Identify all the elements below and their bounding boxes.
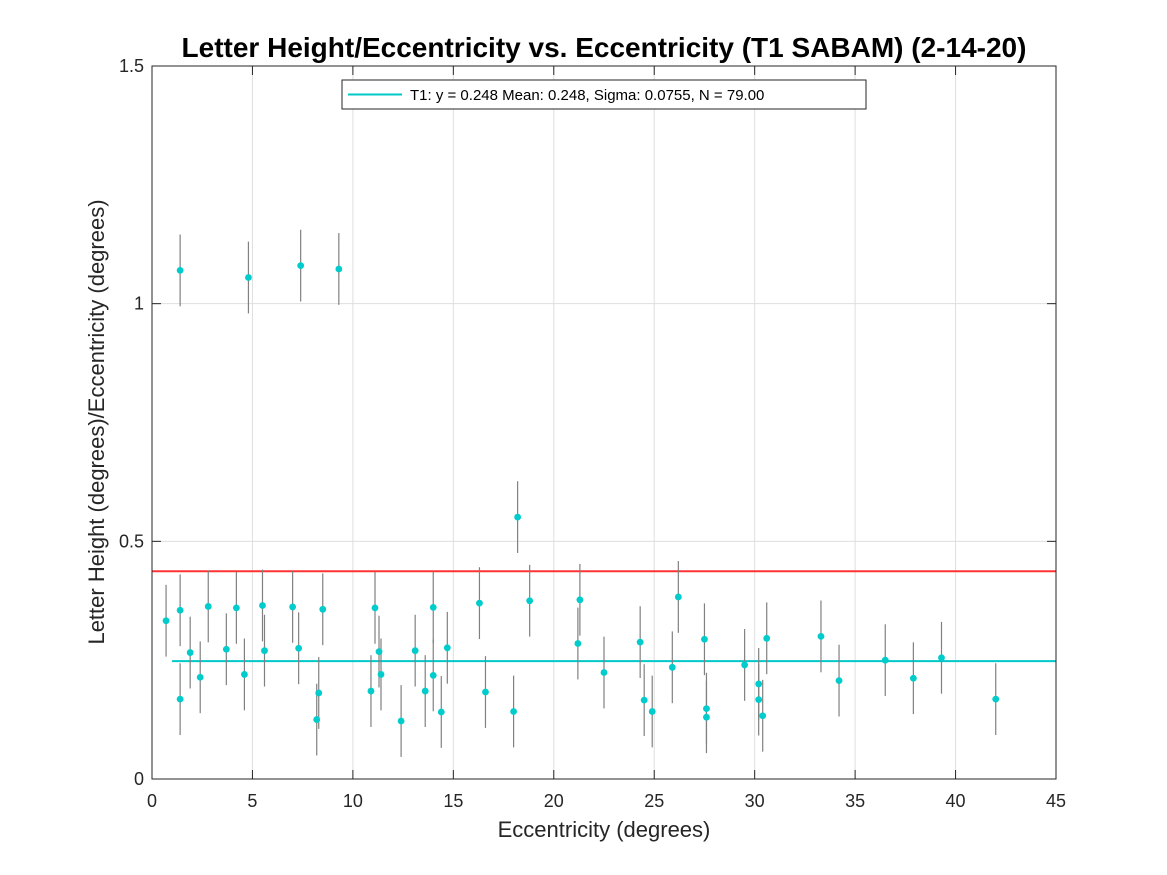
data-point <box>367 687 375 695</box>
data-point <box>674 593 682 601</box>
data-point <box>162 617 170 625</box>
data-point <box>755 680 763 688</box>
x-tick-label: 45 <box>1046 791 1066 811</box>
data-point <box>938 654 945 662</box>
data-point <box>176 266 184 274</box>
data-point <box>222 645 230 653</box>
data-point <box>817 633 825 640</box>
data-points <box>162 262 1000 725</box>
data-point <box>371 604 379 612</box>
reference-lines <box>152 570 1056 663</box>
data-point <box>261 647 268 655</box>
data-point <box>319 605 327 613</box>
legend: T1: y = 0.248 Mean: 0.248, Sigma: 0.0755… <box>341 79 867 110</box>
legend-entry-label: T1: y = 0.248 Mean: 0.248, Sigma: 0.0755… <box>410 87 764 104</box>
data-point <box>313 716 321 723</box>
data-point <box>636 638 644 646</box>
data-point <box>574 640 582 647</box>
data-point <box>295 644 303 652</box>
data-point <box>514 513 522 521</box>
x-axis-label: Eccentricity (degrees) <box>498 817 711 842</box>
data-point <box>259 602 266 609</box>
plot-frame <box>151 65 1057 780</box>
data-point <box>204 603 212 610</box>
data-point <box>703 705 710 713</box>
data-point <box>443 644 451 652</box>
data-point <box>377 671 385 678</box>
y-tick-label: 1.5 <box>119 56 144 76</box>
data-point <box>759 712 767 720</box>
data-point <box>992 695 1000 703</box>
ticks: 0 5 10 15 20 25 30 35 40 45 0 0.5 1 1.5 <box>119 56 1066 811</box>
data-point <box>835 677 843 685</box>
data-point <box>701 635 708 643</box>
x-tick-label: 10 <box>343 791 363 811</box>
data-point <box>909 674 917 682</box>
y-tick-label: 0 <box>134 769 144 789</box>
x-tick-label: 15 <box>443 791 463 811</box>
data-point <box>196 673 204 681</box>
data-point <box>375 648 383 656</box>
y-tick-label: 0.5 <box>119 531 144 551</box>
data-point <box>335 265 343 273</box>
data-point <box>397 717 405 725</box>
data-point <box>245 274 252 281</box>
data-point <box>437 708 445 716</box>
data-point <box>640 696 648 704</box>
y-tick-label: 1 <box>134 294 144 314</box>
data-point <box>421 687 429 695</box>
data-point <box>186 649 194 656</box>
data-point <box>755 696 763 704</box>
x-tick-label: 20 <box>544 791 564 811</box>
data-point <box>241 671 248 678</box>
data-point <box>315 689 323 697</box>
data-point <box>429 671 437 679</box>
data-point <box>297 262 305 270</box>
x-tick-label: 0 <box>147 791 157 811</box>
data-point <box>703 713 710 721</box>
data-point <box>526 597 534 605</box>
data-point <box>176 606 184 614</box>
data-point <box>741 661 749 669</box>
data-point <box>648 708 656 715</box>
data-point <box>763 634 771 642</box>
x-tick-label: 25 <box>644 791 664 811</box>
data-point <box>600 669 608 676</box>
x-tick-label: 35 <box>845 791 865 811</box>
data-point <box>476 599 483 607</box>
y-axis-label: Letter Height (degrees)/Eccentricity (de… <box>84 199 109 644</box>
data-point <box>232 604 240 612</box>
data-point <box>429 604 437 611</box>
data-point <box>482 688 489 696</box>
x-tick-label: 40 <box>946 791 966 811</box>
data-point <box>176 695 184 703</box>
data-point <box>576 596 584 604</box>
x-tick-label: 30 <box>745 791 765 811</box>
data-point <box>411 647 419 655</box>
chart-title: Letter Height/Eccentricity vs. Eccentric… <box>182 32 1027 63</box>
data-point <box>289 603 297 611</box>
data-point <box>668 663 676 671</box>
data-point <box>881 656 889 664</box>
x-tick-label: 5 <box>247 791 257 811</box>
legend-box <box>341 79 867 110</box>
data-point <box>510 708 517 715</box>
